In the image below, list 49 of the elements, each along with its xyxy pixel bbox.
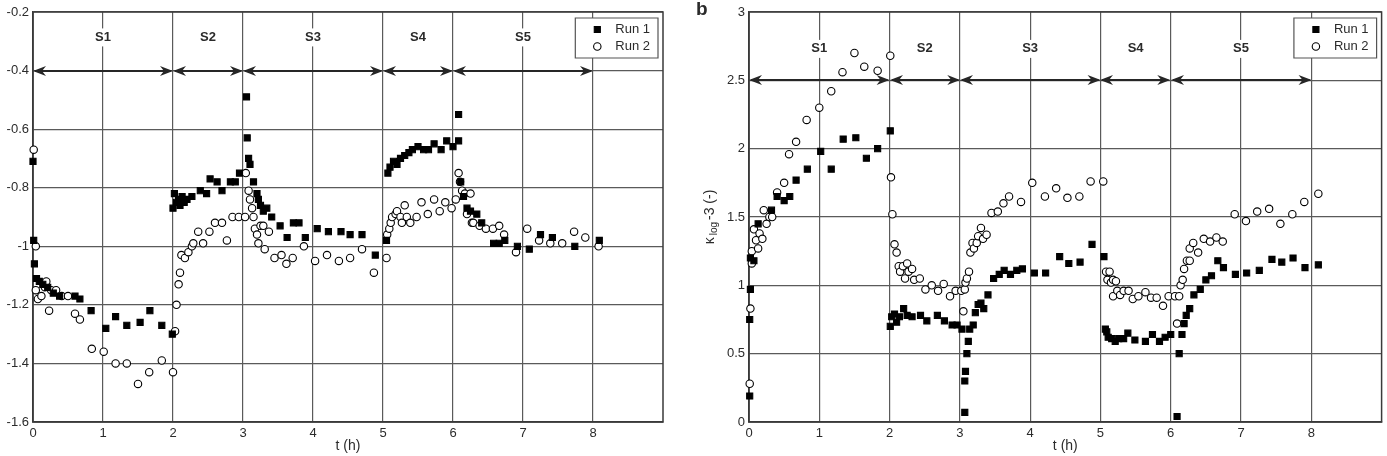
y-tick-label: -0.6 [6, 120, 29, 136]
x-tick-label: 2 [169, 425, 177, 441]
legend-label: Run 2 [1333, 38, 1369, 54]
x-axis-title: t (h) [335, 437, 361, 454]
x-tick-label: 7 [1237, 425, 1245, 441]
legend-label: Run 1 [1333, 21, 1369, 37]
y-tick-label: -0.4 [6, 62, 29, 78]
annotation: S2 [916, 40, 933, 56]
annotation: S1 [811, 40, 828, 56]
x-tick-label: 7 [519, 425, 527, 441]
y-tick-label: 3 [737, 3, 745, 19]
x-tick-label: 4 [1026, 425, 1034, 441]
x-tick-label: 3 [956, 425, 964, 441]
x-tick-label: 6 [449, 425, 457, 441]
legend-label: Run 1 [615, 21, 651, 37]
annotation: S3 [1022, 40, 1039, 56]
x-tick-label: 8 [589, 425, 597, 441]
y-tick-label: 1.5 [726, 208, 745, 224]
x-tick-label: 5 [379, 425, 387, 441]
annotation: S5 [515, 29, 531, 44]
annotation: S1 [95, 29, 111, 44]
y-tick-label: -1.6 [6, 413, 29, 429]
y-tick-label: 0 [737, 413, 745, 429]
annotation: S2 [200, 29, 216, 44]
annotation: S5 [1233, 40, 1249, 56]
y-tick-label: 0.5 [726, 345, 745, 361]
x-tick-label: 6 [1167, 425, 1175, 441]
y-tick-label: -1.2 [6, 296, 29, 312]
y-tick-label: 1 [737, 276, 745, 292]
x-tick-label: 1 [815, 425, 823, 441]
annotation: S4 [410, 29, 427, 44]
x-tick-label: 1 [99, 425, 107, 441]
annotation: S3 [305, 29, 321, 44]
x-tick-label: 8 [1307, 425, 1315, 441]
y-tick-label: -1 [17, 237, 29, 253]
chart-title: b [696, 0, 708, 19]
y-tick-label: -0.2 [6, 3, 29, 19]
y-tick-label: -0.8 [6, 179, 29, 195]
x-tick-label: 3 [239, 425, 247, 441]
y-tick-label: 2 [737, 140, 745, 156]
y-axis-title: κlog-3 (-) [700, 189, 719, 245]
x-tick-label: 5 [1096, 425, 1105, 441]
legend-label: Run 2 [615, 38, 651, 54]
annotation: S4 [1127, 40, 1145, 56]
x-tick-label: 2 [885, 425, 894, 441]
x-tick-label: 4 [309, 425, 317, 441]
x-axis-title: t (h) [1052, 437, 1078, 454]
y-tick-label: -1.4 [6, 355, 29, 371]
y-tick-label: 2.5 [726, 71, 745, 87]
